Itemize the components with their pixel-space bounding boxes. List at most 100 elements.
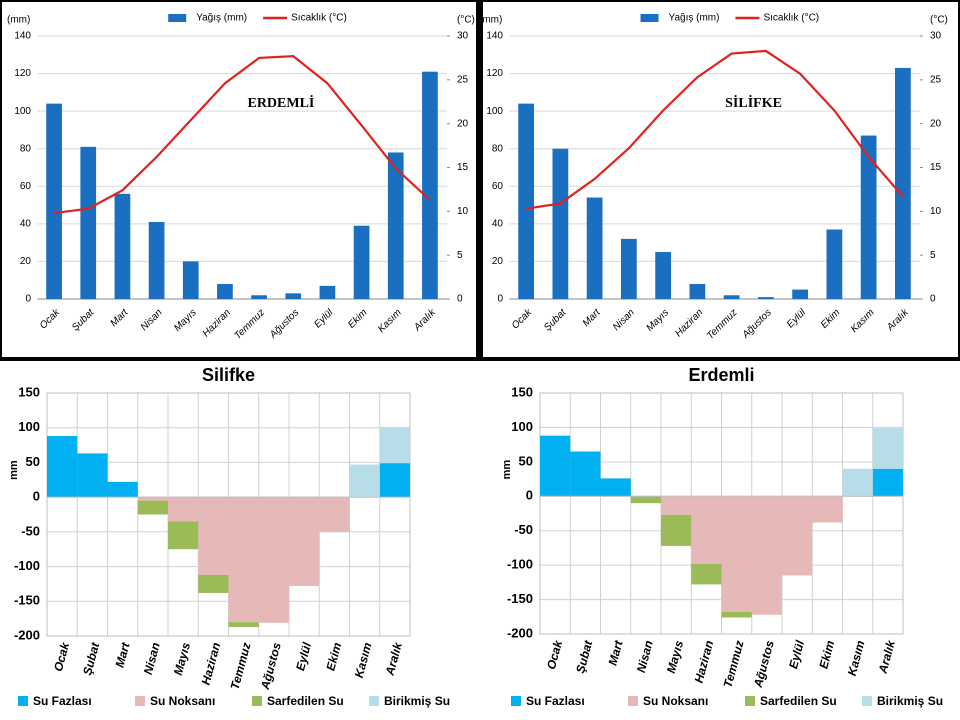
- y-tick-label: 100: [18, 419, 40, 434]
- y2-tick-label: 15: [457, 162, 469, 173]
- y-tick-label: -100: [14, 558, 40, 573]
- legend-label: Su Fazlası: [526, 694, 585, 708]
- bar: [114, 193, 131, 299]
- legend-label: Yağış (mm): [669, 13, 720, 24]
- bar: [620, 238, 637, 299]
- bar-segment: [379, 427, 410, 464]
- bar-segment: [137, 497, 168, 501]
- y2-tick-label: 30: [930, 31, 942, 42]
- y2-tick-label: 0: [930, 294, 936, 305]
- y2-tick-label: 30: [457, 31, 469, 42]
- bar: [387, 152, 404, 299]
- bar: [586, 197, 603, 299]
- legend-swatch: [862, 696, 872, 706]
- bar-segment: [77, 453, 108, 498]
- y-tick-label: 20: [492, 256, 504, 267]
- bar: [894, 67, 911, 299]
- y-tick-label: 60: [20, 181, 32, 192]
- y-tick-label: -150: [14, 593, 40, 608]
- bar-segment: [168, 497, 199, 522]
- y-tick-label: 150: [511, 384, 533, 399]
- y-tick-label: 50: [26, 454, 40, 469]
- bar-segment: [198, 497, 229, 575]
- bar: [80, 146, 97, 299]
- y-tick-label: -200: [14, 627, 40, 642]
- y-tick-label: 120: [14, 68, 31, 79]
- legend-swatch: [252, 696, 262, 706]
- bar-segment: [137, 500, 168, 515]
- bar: [217, 283, 233, 299]
- y-tick-label: -50: [514, 522, 533, 537]
- bar: [285, 293, 302, 299]
- bar-segment: [691, 496, 722, 564]
- bar: [723, 295, 740, 299]
- bar-segment: [661, 496, 692, 515]
- bar-segment: [782, 496, 813, 576]
- bar: [46, 103, 62, 299]
- bar-segment: [47, 436, 78, 498]
- y-tick-label: -200: [507, 625, 533, 640]
- bar: [182, 261, 199, 299]
- y-tick-label: 0: [497, 294, 503, 305]
- x-tick-label: Mart: [606, 638, 626, 667]
- y2-tick-label: 5: [930, 250, 936, 261]
- bar: [860, 135, 877, 299]
- legend-label: Sıcaklık (°C): [763, 13, 819, 24]
- bar-segment: [379, 463, 410, 498]
- bar: [552, 148, 569, 299]
- y2-axis-label: (°C): [930, 15, 948, 26]
- y-axis-label: mm: [8, 460, 20, 480]
- y2-axis-label: (°C): [457, 15, 475, 26]
- y-tick-label: 120: [486, 68, 503, 79]
- bar: [319, 285, 336, 299]
- plot-border: [539, 392, 904, 635]
- y2-tick-label: 25: [930, 74, 942, 85]
- y-tick-label: 0: [526, 488, 533, 503]
- chart-title: ERDEMLİ: [247, 94, 314, 111]
- bar: [757, 297, 774, 299]
- legend-label: Su Noksanı: [643, 694, 708, 708]
- bar-segment: [872, 428, 903, 469]
- y-axis-label: mm: [501, 460, 513, 480]
- chart-title: Erdemli: [688, 365, 754, 385]
- bar-segment: [842, 468, 873, 497]
- y-tick-label: 140: [486, 31, 503, 42]
- legend-swatch: [168, 14, 187, 22]
- bar-segment: [570, 451, 601, 497]
- legend-label: Yağış (mm): [196, 13, 247, 24]
- y-tick-label: 50: [519, 453, 533, 468]
- y-tick-label: 100: [486, 106, 503, 117]
- legend-label: Birikmiş Su: [384, 694, 450, 708]
- y2-tick-label: 20: [457, 118, 469, 129]
- y-tick-label: -50: [21, 523, 40, 538]
- y2-tick-label: 10: [930, 206, 942, 217]
- legend-swatch: [640, 14, 659, 22]
- bar-segment: [228, 497, 259, 623]
- y-tick-label: 80: [20, 143, 32, 154]
- legend-swatch: [135, 696, 145, 706]
- legend-label: Sıcaklık (°C): [291, 13, 347, 24]
- bar-segment: [661, 514, 692, 546]
- y-axis-label: (mm): [7, 15, 30, 26]
- legend-label: Su Fazlası: [33, 694, 92, 708]
- line: [53, 55, 431, 215]
- panel-divider: [0, 357, 960, 361]
- bar-segment: [349, 464, 380, 498]
- y2-tick-label: 5: [457, 250, 463, 261]
- x-tick-label: Mart: [113, 640, 133, 669]
- bar-segment: [258, 497, 289, 623]
- y-tick-label: 0: [25, 294, 31, 305]
- y2-tick-label: 25: [457, 74, 469, 85]
- legend-label: Sarfedilen Su: [760, 694, 837, 708]
- y-tick-label: 100: [511, 419, 533, 434]
- y-tick-label: 80: [492, 143, 504, 154]
- y-tick-label: 150: [18, 384, 40, 399]
- y2-tick-label: 20: [930, 118, 942, 129]
- panel-divider: [477, 0, 482, 360]
- y-tick-label: 60: [492, 181, 504, 192]
- legend-swatch: [369, 696, 379, 706]
- bar-segment: [751, 496, 782, 615]
- bar: [148, 221, 165, 299]
- bar-segment: [319, 497, 350, 532]
